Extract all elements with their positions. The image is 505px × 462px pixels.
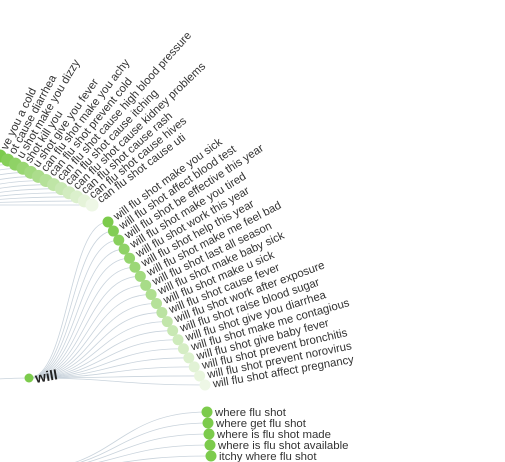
leaf-node-will[interactable]: [194, 370, 206, 382]
tree-link: [28, 330, 173, 379]
tree-link: [0, 171, 31, 176]
tree-link: [28, 275, 141, 379]
leaf-label-where[interactable]: where is flu shot made: [216, 429, 331, 441]
tree-link: [79, 422, 209, 462]
tree-link: [0, 180, 47, 185]
tree-link: [28, 348, 184, 379]
leaf-node-will[interactable]: [107, 225, 119, 237]
tree-link: [0, 200, 85, 203]
tree-link: [28, 230, 114, 379]
tree-link: [28, 239, 119, 379]
tree-link: [28, 312, 162, 379]
leaf-node-will[interactable]: [113, 234, 125, 246]
tree-link: [28, 257, 130, 379]
leaf-node-will[interactable]: [102, 216, 114, 228]
hub-label-will: will: [33, 366, 59, 386]
leaf-node-where[interactable]: [205, 450, 217, 462]
tree-link: [0, 176, 39, 180]
tree-link: [98, 444, 211, 462]
tree-link: [0, 377, 30, 380]
leaf-node-will[interactable]: [118, 243, 130, 255]
leaf-node-will[interactable]: [151, 298, 162, 309]
tree-link: [0, 196, 77, 200]
leaf-node-will[interactable]: [183, 352, 195, 364]
tree-link: [28, 303, 157, 379]
leaf-label-where[interactable]: where is flu shot available: [217, 440, 348, 452]
leaf-node-where[interactable]: [202, 417, 214, 429]
tree-link: [28, 339, 179, 379]
leaf-node-will[interactable]: [188, 361, 200, 373]
tree-link: [0, 192, 70, 197]
tree-links: [0, 156, 212, 462]
tree-link: [28, 221, 109, 379]
leaf-node-will[interactable]: [167, 325, 179, 337]
leaf-node-will[interactable]: [172, 334, 184, 346]
leaf-node-where[interactable]: [204, 439, 216, 451]
leaf-label-where[interactable]: where get flu shot: [215, 418, 307, 430]
leaf-node-can[interactable]: [85, 198, 99, 212]
tree-link: [0, 184, 54, 189]
leaf-node-will[interactable]: [177, 343, 189, 355]
tree-link: [74, 411, 208, 462]
leaf-node-will[interactable]: [124, 252, 136, 264]
tree-link: [28, 294, 152, 379]
tree-link: [0, 159, 8, 161]
tree-link: [0, 167, 24, 171]
tree-link: [28, 375, 200, 379]
tree-link: [28, 321, 168, 379]
tree-link: [28, 284, 146, 379]
tree-link: [0, 188, 62, 193]
tree-link: [121, 455, 212, 462]
leaf-node-will[interactable]: [140, 279, 152, 291]
hub-node-will[interactable]: [24, 373, 34, 383]
tree-link: [28, 248, 125, 379]
leaf-node-will[interactable]: [199, 379, 211, 391]
leaf-node-will[interactable]: [161, 316, 173, 328]
leaf-node-will[interactable]: [156, 307, 168, 319]
leaf-node-where[interactable]: [201, 406, 213, 418]
tree-link: [28, 266, 135, 379]
leaf-node-will[interactable]: [129, 261, 141, 273]
leaf-node-will[interactable]: [145, 288, 157, 300]
leaf-label-where[interactable]: where flu shot: [214, 407, 287, 419]
leaf-node-will[interactable]: [134, 270, 146, 282]
tree-link: [28, 377, 206, 386]
leaf-node-where[interactable]: [203, 428, 215, 440]
leaf-label-where[interactable]: itchy where flu shot: [219, 451, 317, 462]
tree-link: [28, 357, 189, 379]
tree-link: [86, 433, 210, 462]
